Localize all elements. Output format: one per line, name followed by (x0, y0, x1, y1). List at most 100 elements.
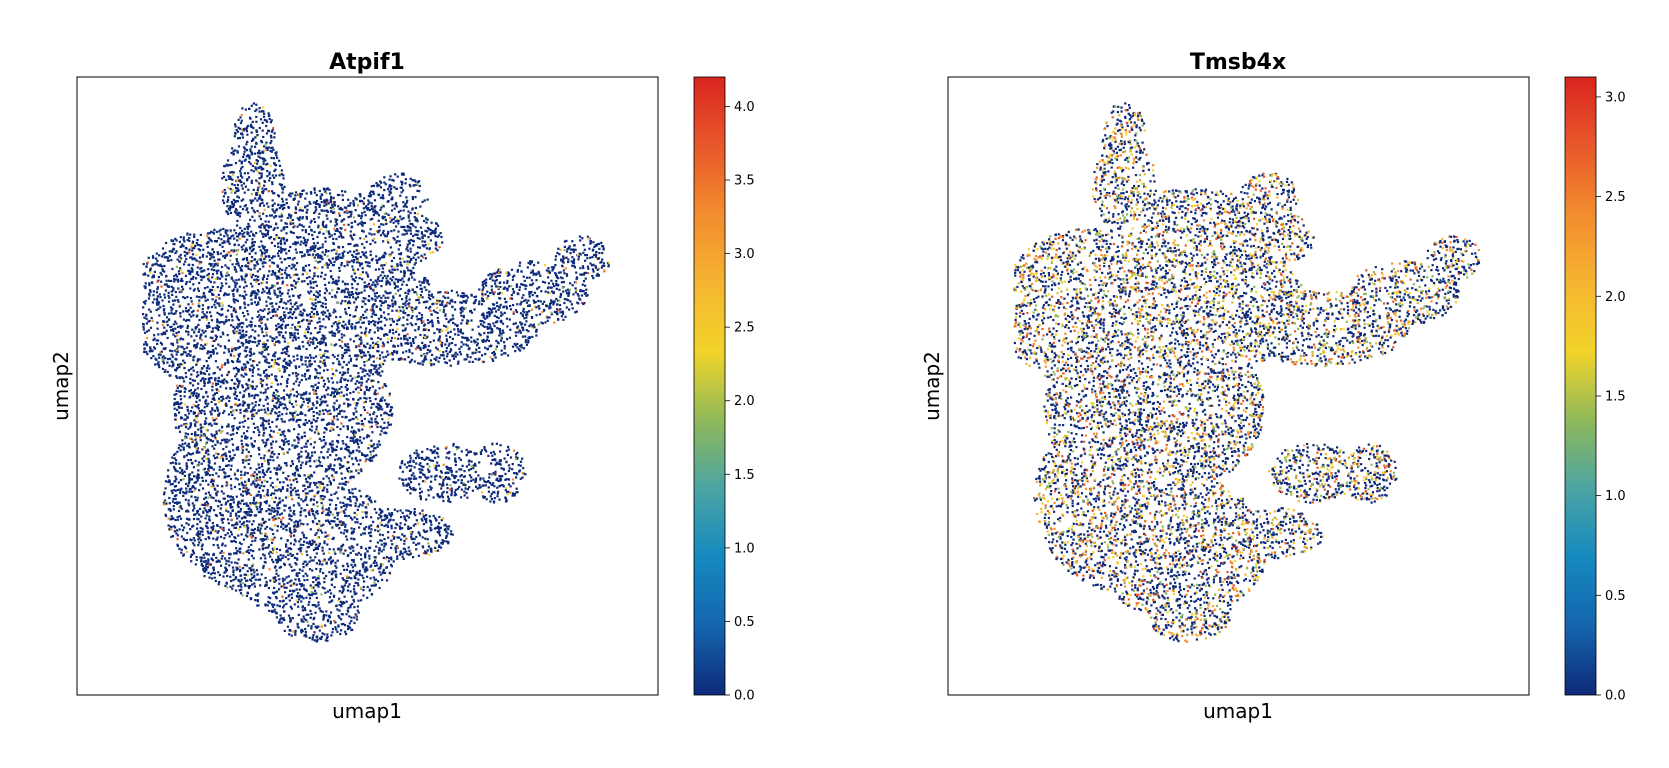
cell-point (387, 417, 390, 420)
cell-point (241, 276, 244, 279)
cell-point (232, 449, 235, 452)
cell-point (294, 338, 297, 341)
cell-point (360, 384, 363, 387)
cell-point (413, 537, 416, 541)
cell-point (395, 225, 398, 228)
cell-point (380, 430, 383, 433)
cell-point (192, 542, 195, 545)
cell-point (434, 466, 438, 469)
cell-point (305, 217, 308, 220)
cell-point (358, 573, 361, 576)
cell-point (211, 389, 214, 392)
cell-point (243, 511, 246, 514)
cell-point (196, 309, 199, 312)
cell-point (346, 251, 350, 254)
cell-point (339, 380, 342, 383)
cell-point (311, 569, 314, 572)
cell-point (471, 351, 474, 354)
cell-point (514, 458, 517, 461)
cell-point (282, 237, 285, 240)
cell-point (368, 554, 371, 557)
cell-point (227, 293, 230, 296)
cell-point (473, 300, 477, 303)
cell-point (207, 562, 210, 565)
cell-point (450, 489, 453, 493)
cell-point (277, 236, 280, 239)
cell-point (425, 328, 428, 331)
cell-point (324, 535, 327, 538)
cell-point (390, 565, 393, 568)
cell-point (289, 534, 292, 537)
cell-point (500, 332, 503, 335)
cell-point (271, 440, 274, 443)
cell-point (538, 307, 541, 310)
cell-point (194, 459, 197, 462)
cell-point (190, 410, 193, 413)
cell-point (201, 276, 204, 279)
cell-point (572, 293, 575, 296)
cell-point (290, 596, 294, 599)
cell-point (317, 216, 320, 219)
cell-point (556, 251, 559, 255)
cell-point (407, 277, 411, 280)
cell-point (409, 229, 412, 232)
cell-point (183, 403, 186, 406)
cell-point (184, 424, 187, 427)
cell-point (473, 295, 476, 299)
cell-point (392, 560, 395, 563)
cell-point (503, 311, 506, 314)
cell-point (576, 293, 579, 296)
cell-point (143, 348, 146, 351)
cell-point (257, 578, 260, 581)
cell-point (406, 339, 409, 342)
cell-point (216, 251, 219, 254)
cell-point (256, 594, 259, 597)
cell-point (280, 173, 284, 176)
cell-point (355, 198, 358, 201)
cell-point (487, 331, 490, 334)
cell-point (204, 496, 207, 499)
cell-point (317, 601, 320, 604)
cell-point (592, 248, 595, 251)
cell-point (219, 526, 222, 529)
cell-point (366, 275, 370, 278)
cell-point (266, 491, 269, 494)
cell-point (297, 493, 300, 496)
cell-point (263, 460, 266, 463)
cell-point (317, 247, 320, 250)
cell-point (387, 292, 390, 295)
cell-point (359, 326, 362, 329)
cell-point (225, 274, 228, 277)
cell-point (224, 503, 227, 506)
cell-point (419, 498, 422, 501)
cell-point (218, 400, 221, 403)
cell-point (252, 102, 255, 105)
cell-point (428, 553, 431, 556)
cell-point (301, 374, 304, 377)
cell-point (239, 408, 242, 411)
cell-point (351, 566, 354, 569)
cell-point (422, 281, 425, 284)
cell-point (582, 290, 585, 293)
cell-point (426, 538, 429, 541)
cell-point (385, 384, 388, 388)
cell-point (273, 289, 276, 292)
cell-point (276, 507, 279, 510)
cell-point (210, 288, 213, 292)
cell-point (394, 546, 397, 549)
cell-point (251, 215, 254, 218)
cell-point (526, 266, 529, 269)
cell-point (240, 167, 243, 170)
cell-point (482, 338, 485, 342)
cell-point (178, 272, 181, 275)
cell-point (399, 287, 402, 291)
cell-point (158, 366, 161, 369)
cell-point (252, 414, 256, 418)
cell-point (340, 385, 343, 389)
cell-point (204, 343, 207, 346)
cell-point (296, 357, 299, 361)
cell-point (263, 500, 266, 504)
cell-point (186, 444, 189, 447)
cell-point (403, 548, 407, 551)
cell-point (250, 123, 253, 126)
